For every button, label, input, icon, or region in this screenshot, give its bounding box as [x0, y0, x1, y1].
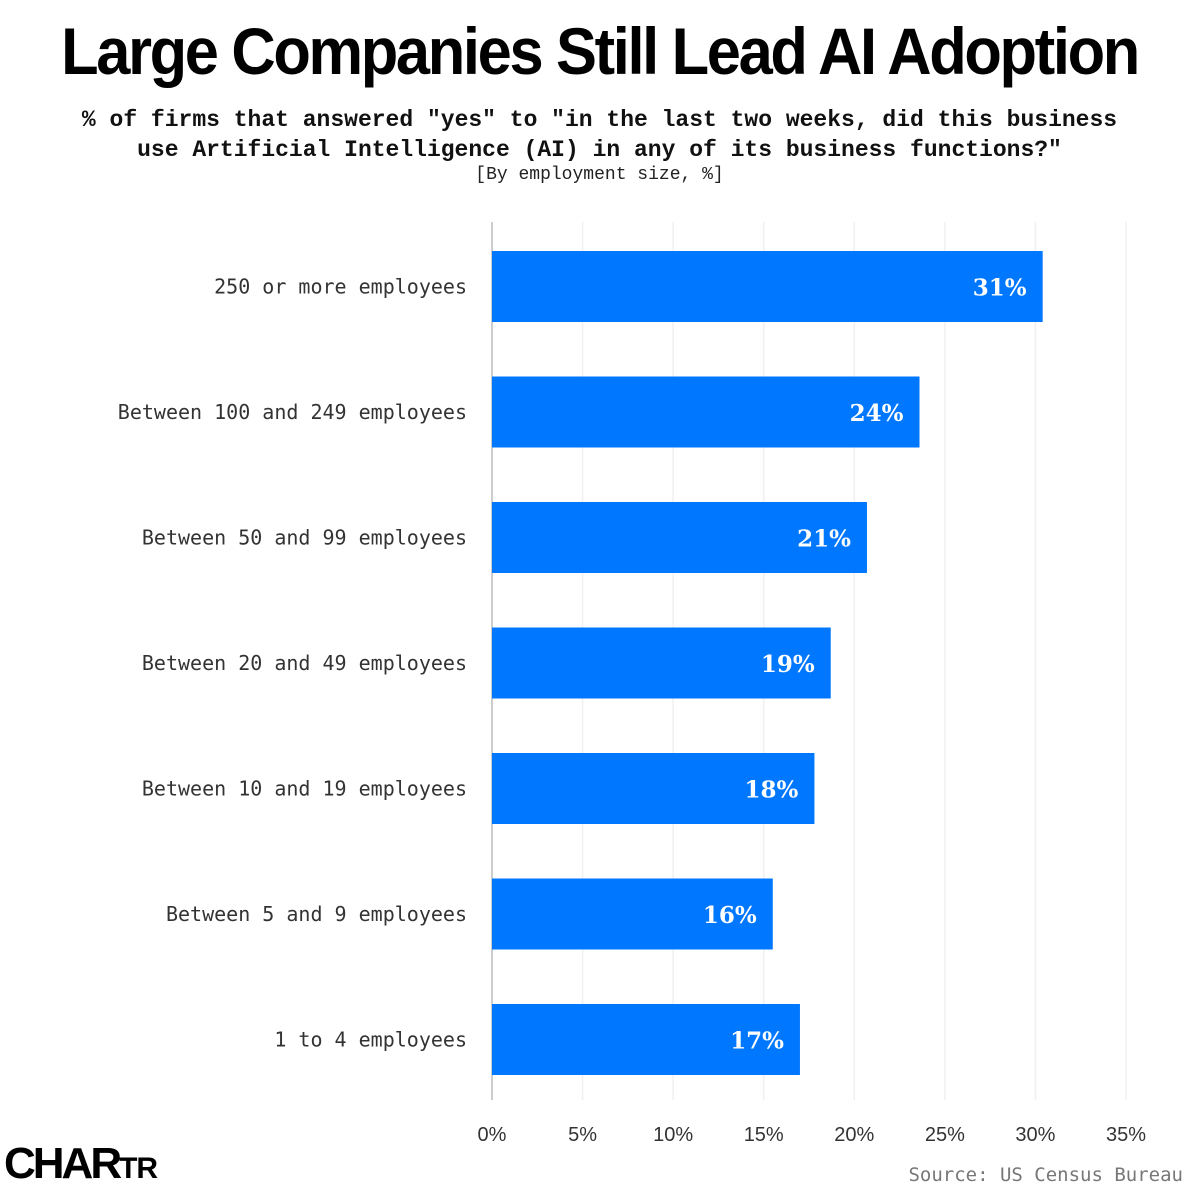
category-label: 250 or more employees	[214, 275, 467, 299]
bar	[492, 1004, 800, 1075]
x-axis-ticks: 0% 5% 10% 15% 20% 25% 30% 35%	[478, 1124, 1147, 1146]
subtitle-line-1: % of firms that answered "yes" to "in th…	[81, 107, 1118, 133]
x-tick-label: 10%	[653, 1124, 693, 1146]
category-labels: 250 or more employees Between 100 and 249…	[118, 275, 467, 1052]
chart-note: [By employment size, %]	[475, 165, 724, 185]
category-label: Between 100 and 249 employees	[118, 400, 467, 424]
data-label: 31%	[973, 275, 1027, 302]
data-label: 16%	[703, 902, 757, 929]
bar	[492, 376, 920, 448]
category-label: Between 10 and 19 employees	[142, 777, 467, 801]
chart-subtitle: % of firms that answered "yes" to "in th…	[0, 105, 1199, 165]
x-tick-label: 35%	[1106, 1124, 1146, 1146]
category-label: 1 to 4 employees	[274, 1028, 467, 1052]
subtitle-line-2: use Artificial Intelligence (AI) in any …	[137, 137, 1062, 163]
x-tick-label: 15%	[744, 1124, 784, 1146]
x-tick-label: 30%	[1015, 1124, 1055, 1146]
source-note: Source: US Census Bureau	[908, 1164, 1183, 1186]
x-tick-label: 0%	[478, 1124, 507, 1146]
bar	[492, 502, 867, 573]
value-labels: 31% 24% 21% 19% 18% 16% 17%	[703, 275, 1027, 1055]
bar	[492, 878, 773, 950]
x-tick-label: 25%	[925, 1124, 965, 1146]
data-label: 19%	[761, 651, 815, 678]
chartr-logo: CHARTR	[4, 1139, 158, 1188]
bar	[492, 627, 831, 699]
category-label: Between 20 and 49 employees	[142, 651, 467, 675]
chart-title: Large Companies Still Lead AI Adoption	[61, 14, 1140, 88]
data-label: 21%	[797, 526, 851, 553]
bar	[492, 251, 1043, 322]
x-tick-label: 5%	[568, 1124, 597, 1146]
bars	[492, 251, 1043, 1075]
bar	[492, 753, 815, 824]
category-label: Between 50 and 99 employees	[142, 526, 467, 550]
data-label: 17%	[730, 1028, 784, 1055]
data-label: 24%	[850, 400, 904, 427]
x-tick-label: 20%	[834, 1124, 874, 1146]
category-label: Between 5 and 9 employees	[166, 902, 467, 926]
data-label: 18%	[745, 777, 799, 804]
